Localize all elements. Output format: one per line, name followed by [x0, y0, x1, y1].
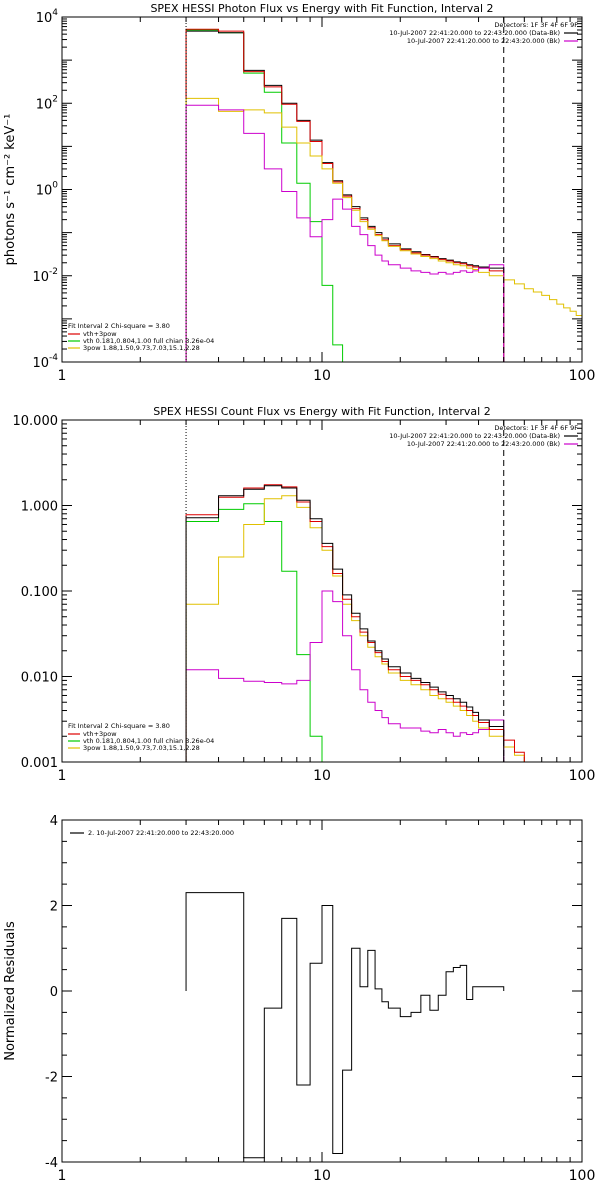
y-tick-base: 2 [50, 900, 58, 915]
photon-flux-panel: SPEX HESSI Photon Flux vs Energy with Fi… [3, 2, 595, 384]
y-axis-label: Normalized Residuals [3, 921, 18, 1061]
y-tick-label: 102 [36, 94, 58, 112]
y-tick-label: 10.000 [13, 414, 59, 429]
plot-frame [61, 419, 583, 763]
legend-entry: 10-Jul-2007 22:41:20.000 to 22:43:20.000… [407, 440, 560, 448]
chart-title: SPEX HESSI Photon Flux vs Energy with Fi… [150, 2, 493, 15]
y-tick-base: 10.000 [13, 414, 59, 429]
y-tick-base: 10 [36, 11, 53, 26]
y-tick-base: -4 [45, 1156, 58, 1171]
x-tick-label: 100 [569, 368, 596, 384]
legend-entry: 10-Jul-2007 22:41:20.000 to 22:43:20.000… [389, 29, 560, 37]
y-tick-base: 0.010 [21, 671, 58, 686]
series-group [185, 28, 582, 362]
x-tick-label: 10 [313, 368, 331, 384]
plot-frame [61, 16, 583, 363]
legend-entry: 2. 10-Jul-2007 22:41:20.000 to 22:43:20.… [88, 829, 234, 837]
y-tick-label: 0.001 [21, 756, 58, 771]
x-tick-label: 100 [569, 768, 596, 784]
x-tick-label: 10 [313, 768, 331, 784]
y-axis-label: photons s⁻¹ cm⁻² keV⁻¹ [3, 114, 18, 266]
legend-entry: 10-Jul-2007 22:41:20.000 to 22:43:20.000… [407, 37, 560, 45]
series-line-0 [185, 892, 505, 1159]
y-tick-exponent: 2 [52, 94, 58, 104]
plot-frame [61, 819, 583, 1163]
y-tick-base: 4 [50, 814, 58, 829]
y-tick-label: 4 [50, 814, 58, 829]
legend-header: Detectors: 1F 3F 4F 6F 9F [494, 424, 578, 432]
legend-entry: 10-Jul-2007 22:41:20.000 to 22:43:20.000… [389, 432, 560, 440]
residuals-panel: 1 10 100 -4 -2 0 2 4 Normalized Residuals 2. 10-J… [3, 814, 595, 1184]
series-line-2 [185, 28, 505, 362]
y-tick-label: 10-4 [32, 353, 58, 371]
y-tick-exponent: -2 [49, 267, 58, 277]
series-group [185, 892, 505, 1159]
y-tick-base: 10 [32, 270, 49, 285]
y-tick-base: 0.001 [21, 756, 58, 771]
legend-header: Detectors: 1F 3F 4F 6F 9F [494, 21, 578, 29]
series-line-4 [185, 104, 505, 362]
x-tick-label: 1 [58, 1168, 67, 1184]
y-tick-base: 10 [36, 97, 53, 112]
series-line-1 [185, 30, 505, 362]
x-tick-label: 100 [569, 1168, 596, 1184]
y-tick-exponent: -4 [49, 353, 58, 363]
fit-legend-entry: 3pow 1.88,1.50,9.73,7.03,15.1,2.28 [83, 344, 200, 352]
count-flux-panel: SPEX HESSI Count Flux vs Energy with Fit… [13, 405, 596, 784]
y-tick-label: 0 [50, 985, 58, 1000]
series-line-3 [185, 484, 525, 762]
y-tick-base: 0.100 [21, 585, 58, 600]
fit-legend-entry: vth 0.181,0.804,1.00 full chian 3.26e-04 [83, 337, 214, 345]
series-line-1 [185, 495, 525, 762]
y-tick-exponent: 0 [52, 181, 58, 191]
y-tick-base: -2 [45, 1071, 58, 1086]
y-tick-label: 1.000 [21, 500, 58, 515]
y-tick-base: 10 [36, 184, 53, 199]
y-tick-label: 10-2 [32, 267, 58, 285]
series-line-0 [185, 503, 323, 762]
x-tick-label: 1 [58, 368, 67, 384]
y-tick-label: 0.100 [21, 585, 58, 600]
y-tick-label: 104 [36, 8, 59, 26]
series-line-4 [185, 485, 505, 762]
x-tick-label: 10 [313, 1168, 331, 1184]
y-tick-label: 0.010 [21, 671, 58, 686]
x-tick-label: 1 [58, 768, 67, 784]
y-tick-label: -4 [45, 1156, 58, 1171]
fit-legend-header: Fit Interval 2 Chi-square = 3.80 [68, 722, 170, 730]
series-group [185, 484, 525, 762]
y-tick-label: 2 [50, 900, 58, 915]
chart-title: SPEX HESSI Count Flux vs Energy with Fit… [153, 405, 490, 418]
y-tick-label: -2 [45, 1071, 58, 1086]
y-tick-base: 0 [50, 985, 58, 1000]
series-line-3 [185, 97, 582, 362]
fit-legend-header: Fit Interval 2 Chi-square = 3.80 [68, 322, 170, 330]
fit-legend-entry: 3pow 1.88,1.50,9.73,7.03,15.1,2.28 [83, 744, 200, 752]
series-line-0 [185, 29, 344, 362]
y-tick-label: 100 [36, 181, 59, 199]
y-tick-base: 10 [32, 356, 49, 371]
fit-legend-entry: vth 0.181,0.804,1.00 full chian 3.26e-04 [83, 737, 214, 745]
y-tick-base: 1.000 [21, 500, 58, 515]
fit-legend-entry: vth+3pow [83, 730, 117, 738]
y-tick-exponent: 4 [52, 8, 58, 18]
fit-legend-entry: vth+3pow [83, 330, 117, 338]
series-line-2 [185, 590, 505, 762]
